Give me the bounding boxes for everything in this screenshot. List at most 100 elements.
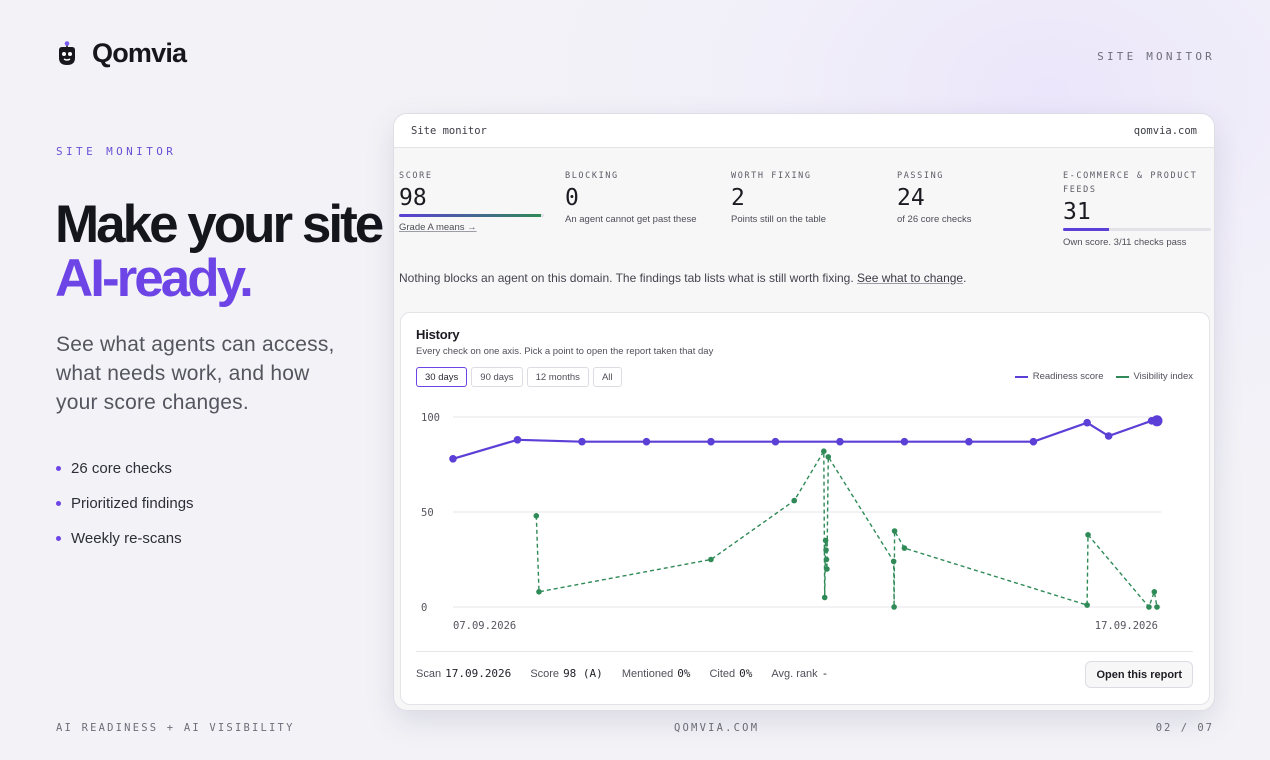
- readiness-point[interactable]: [642, 437, 651, 446]
- legend-readiness[interactable]: Readiness score: [1014, 371, 1104, 382]
- range-12-months[interactable]: 12 months: [526, 367, 589, 387]
- x-tick-label: 07.09.2026: [453, 620, 516, 632]
- rank-label: Avg. rank: [771, 668, 818, 680]
- readiness-point[interactable]: [578, 437, 586, 446]
- brand-name: Qomvia: [92, 38, 187, 68]
- metrics-row: SCORE 98 Grade A means → BLOCKING 0 An a…: [394, 148, 1214, 263]
- window-title: Site monitor: [411, 124, 487, 137]
- visibility-point[interactable]: [890, 558, 897, 565]
- feature-item: 26 core checks: [56, 451, 194, 486]
- metric-blocking[interactable]: BLOCKING 0 An agent cannot get past thes…: [565, 169, 715, 225]
- metric-passing[interactable]: PASSING 24 of 26 core checks: [897, 169, 1047, 225]
- visibility-point[interactable]: [823, 556, 830, 563]
- legend-swatch-visibility: [1115, 375, 1129, 378]
- chart-divider: [416, 651, 1193, 652]
- robot-face-icon: [59, 40, 75, 65]
- visibility-point[interactable]: [891, 604, 897, 610]
- metric-sub: Own score. 3/11 checks pass: [1063, 237, 1187, 248]
- visibility-point[interactable]: [1146, 604, 1152, 610]
- legend-visibility[interactable]: Visibility index: [1115, 371, 1194, 382]
- scan-score-field: Score 98 (A): [530, 667, 603, 680]
- scan-summary: Scan 17.09.2026 Score 98 (A) Mentioned 0% C…: [416, 667, 847, 680]
- hero-headline: Make your site AI-ready.: [55, 195, 384, 308]
- visibility-point[interactable]: [1085, 532, 1091, 538]
- brand[interactable]: Qomvia: [56, 38, 187, 69]
- readiness-point[interactable]: [513, 436, 522, 444]
- readiness-point[interactable]: [836, 437, 844, 446]
- feeds-progress-bar: [1063, 228, 1211, 231]
- scan-label: Scan: [416, 668, 442, 680]
- visibility-point[interactable]: [901, 545, 908, 551]
- visibility-point[interactable]: [825, 454, 832, 460]
- history-chart[interactable]: 0 50 100 07.09.2026 17.09.2026: [401, 313, 1211, 653]
- metric-label: SCORE: [399, 171, 433, 181]
- scan-rank: -: [821, 667, 829, 680]
- grade-link[interactable]: Grade A means →: [399, 222, 477, 233]
- headline-line-2: AI-ready.: [55, 249, 254, 308]
- scan-score: 98 (A): [563, 667, 603, 680]
- readiness-point[interactable]: [771, 437, 780, 446]
- metric-value: 98: [399, 185, 427, 211]
- visibility-point[interactable]: [1154, 604, 1160, 610]
- feature-label: 26 core checks: [71, 460, 172, 477]
- visibility-point[interactable]: [533, 513, 540, 519]
- visibility-point[interactable]: [822, 537, 829, 544]
- readiness-point[interactable]: [707, 437, 715, 446]
- history-panel: History Every check on one axis. Pick a …: [400, 312, 1210, 705]
- feature-item: Prioritized findings: [56, 486, 194, 521]
- visibility-point[interactable]: [821, 448, 827, 454]
- see-what-to-change-link[interactable]: See what to change: [857, 271, 964, 285]
- visibility-point[interactable]: [1151, 589, 1158, 595]
- metric-sub: Points still on the table: [731, 214, 827, 225]
- readiness-point[interactable]: [1151, 415, 1163, 427]
- metric-sub: of 26 core checks: [897, 214, 972, 225]
- metric-sub: An agent cannot get past these: [565, 214, 697, 225]
- top-section-label: SITE MONITOR: [1097, 50, 1215, 63]
- visibility-point[interactable]: [791, 497, 798, 504]
- legend-label: Visibility index: [1133, 371, 1194, 382]
- footer-tagline: AI READINESS + AI VISIBILITY: [56, 722, 295, 734]
- visibility-point[interactable]: [824, 566, 830, 572]
- headline-line-1: Make your site: [55, 195, 384, 254]
- score-progress-bar: [399, 214, 544, 217]
- readiness-point[interactable]: [1083, 418, 1091, 427]
- readiness-point[interactable]: [900, 437, 909, 446]
- cited-label: Cited: [709, 668, 736, 680]
- readiness-score-line: [452, 419, 1157, 460]
- open-report-button[interactable]: Open this report: [1085, 661, 1193, 688]
- visibility-point[interactable]: [823, 547, 829, 553]
- scan-mentioned: 0%: [677, 667, 691, 680]
- feature-item: Weekly re-scans: [56, 521, 194, 556]
- score-label: Score: [530, 668, 560, 680]
- hero-eyebrow: SITE MONITOR: [56, 145, 177, 158]
- x-tick-label: 17.09.2026: [1095, 620, 1158, 632]
- metric-ecommerce-feeds[interactable]: E-COMMERCE & PRODUCT FEEDS 31 Own score.…: [1063, 169, 1211, 248]
- metric-label: WORTH FIXING: [731, 171, 812, 181]
- readiness-point[interactable]: [1029, 437, 1038, 446]
- y-tick-label: 50: [421, 507, 434, 519]
- window-header: Site monitor qomvia.com: [394, 114, 1214, 148]
- range-30-days[interactable]: 30 days: [416, 367, 468, 387]
- readiness-point[interactable]: [965, 437, 973, 446]
- metric-label: E-COMMERCE & PRODUCT FEEDS: [1063, 171, 1198, 195]
- visibility-point[interactable]: [821, 594, 828, 601]
- range-all[interactable]: All: [592, 367, 622, 387]
- range-90-days[interactable]: 90 days: [471, 367, 523, 387]
- feature-list: 26 core checks Prioritized findings Week…: [56, 451, 194, 556]
- metric-worth-fixing[interactable]: WORTH FIXING 2 Points still on the table: [731, 169, 881, 225]
- legend-label: Readiness score: [1032, 371, 1104, 382]
- visibility-point[interactable]: [708, 556, 714, 563]
- bullet-dot-icon: [56, 536, 61, 541]
- readiness-point[interactable]: [1104, 432, 1113, 440]
- readiness-point[interactable]: [449, 455, 457, 463]
- y-tick-label: 0: [421, 602, 427, 614]
- metric-score[interactable]: SCORE 98 Grade A means →: [399, 169, 549, 233]
- scan-date-field: Scan 17.09.2026: [416, 667, 511, 680]
- visibility-point[interactable]: [536, 589, 542, 595]
- site-monitor-window: Site monitor qomvia.com SCORE 98 Grade A…: [393, 113, 1215, 711]
- bullet-dot-icon: [56, 466, 61, 471]
- visibility-point[interactable]: [891, 528, 898, 534]
- visibility-point[interactable]: [1084, 602, 1090, 608]
- status-notice: Nothing blocks an agent on this domain. …: [399, 271, 966, 285]
- chart-legend: Readiness score Visibility index: [1014, 371, 1194, 382]
